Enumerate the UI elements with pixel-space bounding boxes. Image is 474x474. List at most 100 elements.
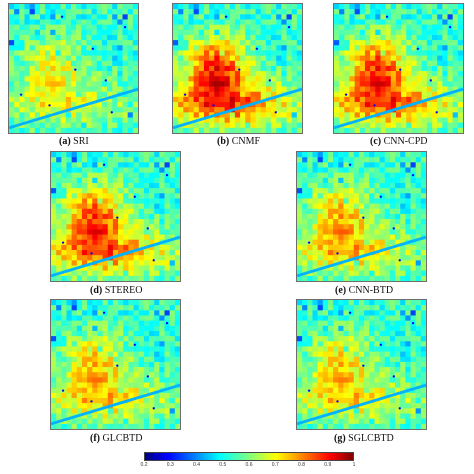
map-cell — [374, 408, 380, 414]
map-cell — [154, 152, 160, 158]
map-cell — [132, 107, 138, 113]
map-cell — [66, 372, 72, 378]
map-cell — [385, 81, 392, 87]
map-cell — [327, 336, 334, 342]
map-cell — [400, 336, 406, 342]
map-cell — [339, 65, 345, 72]
map-cell — [133, 315, 139, 321]
map-cell — [358, 177, 365, 184]
map-cell — [51, 152, 57, 158]
map-cell — [343, 356, 349, 363]
map-cell — [364, 208, 370, 215]
map-cell — [421, 117, 428, 123]
map-cell — [203, 112, 210, 118]
map-cell — [420, 182, 426, 189]
map-cell — [415, 351, 422, 358]
map-cell — [45, 14, 51, 20]
map-cell — [128, 372, 134, 378]
map-cell — [118, 167, 124, 173]
map-cell — [19, 112, 25, 118]
map-cell — [101, 81, 108, 87]
map-cell — [14, 50, 20, 56]
map-cell — [411, 76, 417, 82]
map-cell — [117, 55, 123, 62]
map-cell — [405, 275, 411, 281]
map-cell — [250, 4, 256, 10]
map-cell — [411, 4, 417, 10]
map-cell — [385, 14, 392, 20]
map-cell — [159, 188, 165, 194]
map-cell — [123, 387, 129, 394]
map-cell — [81, 50, 87, 56]
map-cell — [255, 40, 261, 46]
map-cell — [9, 60, 15, 67]
map-cell — [81, 60, 87, 67]
map-cell — [260, 4, 267, 10]
map-cell — [297, 423, 303, 429]
map-cell — [343, 198, 349, 204]
map-cell — [364, 413, 370, 419]
map-cell — [87, 265, 93, 271]
map-cell — [112, 325, 119, 332]
map-cell — [154, 325, 160, 332]
map-cell — [385, 40, 392, 46]
map-cell — [39, 29, 46, 36]
map-cell — [364, 182, 370, 189]
map-cell — [411, 50, 417, 56]
map-cell — [255, 60, 261, 67]
map-cell — [327, 356, 334, 363]
map-cell — [369, 392, 375, 399]
map-cell — [432, 4, 438, 10]
map-cell — [327, 177, 334, 184]
map-cell — [76, 330, 83, 337]
map-cell — [339, 19, 345, 25]
map-cell — [401, 71, 407, 77]
map-cell — [45, 91, 51, 98]
map-cell — [118, 265, 124, 271]
map-cell — [405, 198, 411, 204]
map-cell — [178, 34, 184, 41]
map-cell — [76, 198, 83, 204]
map-cell — [416, 29, 422, 36]
map-cell — [71, 341, 78, 347]
map-cell — [374, 260, 380, 266]
map-cell — [164, 315, 170, 321]
map-cell — [338, 239, 344, 246]
map-cell — [154, 423, 160, 429]
map-cell — [112, 408, 119, 414]
map-cell — [169, 177, 176, 184]
map-cell — [297, 250, 303, 256]
map-cell — [343, 270, 349, 277]
map-cell — [92, 275, 98, 281]
map-cell — [354, 34, 361, 41]
map-cell — [86, 81, 92, 87]
map-cell — [302, 361, 308, 368]
map-cell — [133, 372, 139, 378]
map-cell — [87, 177, 93, 184]
map-cell — [159, 320, 165, 327]
map-cell — [452, 122, 459, 129]
map-cell — [45, 29, 51, 36]
map-cell — [193, 4, 200, 10]
map-cell — [338, 250, 344, 256]
map-cell — [112, 4, 118, 10]
map-cell — [370, 102, 376, 108]
map-cell — [173, 127, 179, 133]
map-cell — [359, 9, 366, 15]
map-cell — [81, 346, 88, 352]
map-cell — [348, 346, 355, 352]
map-cell — [317, 198, 324, 204]
map-cell — [380, 19, 386, 25]
map-cell — [348, 341, 355, 347]
map-cell — [296, 71, 302, 77]
map-cell — [92, 325, 98, 332]
map-cell — [101, 50, 108, 56]
map-dot — [238, 68, 241, 71]
map-cell — [327, 182, 334, 189]
map-cell — [107, 65, 113, 72]
map-cell — [229, 81, 236, 87]
map-cell — [410, 356, 416, 363]
map-cell — [76, 341, 83, 347]
map-cell — [364, 188, 370, 194]
map-cell — [61, 336, 67, 342]
